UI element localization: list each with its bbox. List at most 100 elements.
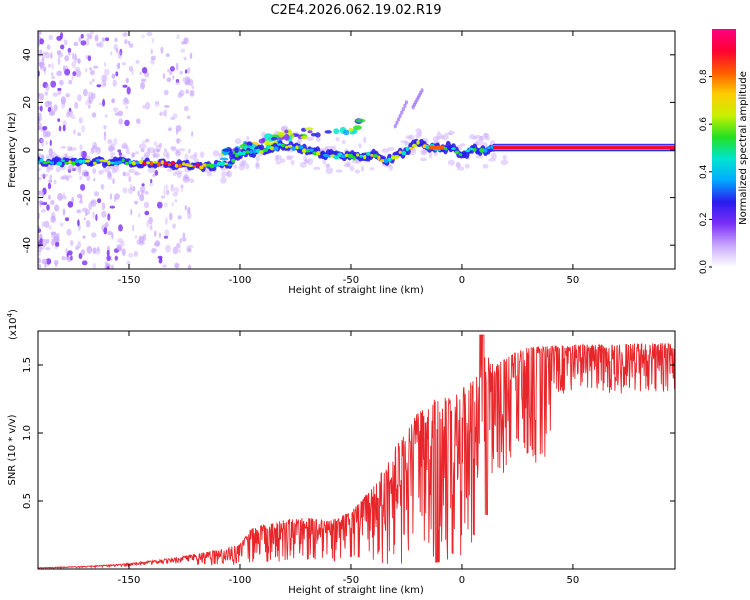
noise-blob xyxy=(112,178,115,185)
noise-blob xyxy=(38,93,45,101)
noise-blob xyxy=(171,202,174,207)
ridge-blob xyxy=(356,153,360,157)
ridge-blob xyxy=(68,160,72,164)
noise-blob xyxy=(187,206,191,214)
ridge-blob xyxy=(60,159,65,162)
haze-blob xyxy=(255,156,260,162)
haze-blob xyxy=(479,135,484,140)
noise-blob xyxy=(132,185,136,192)
ridge-blob xyxy=(370,154,374,157)
noise-blob xyxy=(174,199,178,203)
noise-blob xyxy=(143,201,150,209)
noise-blob xyxy=(87,104,91,109)
haze-blob xyxy=(221,171,227,178)
ridge-blob xyxy=(102,159,109,163)
ridge-blob xyxy=(352,156,356,161)
noise-blob xyxy=(48,194,51,200)
haze-blob xyxy=(255,162,260,170)
noise-blob xyxy=(59,222,64,227)
noise-blob xyxy=(51,212,56,220)
noise-blob xyxy=(150,222,153,229)
ridge-blob xyxy=(64,161,69,165)
noise-blob xyxy=(184,153,189,161)
noise-blob xyxy=(66,228,72,236)
noise-blob xyxy=(85,99,89,106)
haze-blob xyxy=(163,150,169,158)
noise-blob xyxy=(128,65,133,72)
ridge-blob xyxy=(146,161,151,165)
haze-blob xyxy=(178,148,186,152)
noise-blob xyxy=(39,49,43,56)
haze-blob xyxy=(290,159,295,166)
haze-blob xyxy=(143,152,151,157)
haze-blob xyxy=(502,154,507,161)
haze-blob xyxy=(138,143,147,150)
noise-blob xyxy=(160,46,164,54)
noise-blob xyxy=(124,39,128,45)
noise-blob xyxy=(149,182,154,187)
noise-blob xyxy=(116,63,121,69)
y-tick-label: 0.5 xyxy=(22,493,33,509)
noise-blob xyxy=(70,255,73,261)
haze-blob xyxy=(193,158,200,163)
noise-blob xyxy=(163,188,166,196)
ridge-blob xyxy=(71,161,76,166)
noise-blob xyxy=(87,91,94,100)
noise-blob xyxy=(97,198,102,204)
noise-blob xyxy=(172,75,175,80)
noise-blob xyxy=(101,202,106,211)
ridge-blob xyxy=(273,146,279,151)
haze-blob xyxy=(81,171,87,177)
noise-blob xyxy=(84,68,88,73)
spectrogram-x-ticks: -150 -100 -50 0 50 xyxy=(118,31,579,286)
noise-blob xyxy=(106,249,110,257)
noise-blob xyxy=(122,84,128,88)
noise-blob xyxy=(180,48,186,53)
noise-blob xyxy=(42,126,48,131)
haze-blob xyxy=(189,178,195,184)
haze-blob xyxy=(307,158,314,166)
noise-blob xyxy=(183,105,189,112)
noise-blob xyxy=(90,200,94,204)
haze-blob xyxy=(90,147,94,155)
noise-blob xyxy=(63,39,68,46)
haze-blob xyxy=(234,138,242,145)
haze-blob xyxy=(246,135,250,142)
streak-blob xyxy=(398,113,402,119)
haze-blob xyxy=(182,176,190,184)
noise-blob xyxy=(110,51,113,56)
noise-blob xyxy=(101,210,107,218)
noise-blob xyxy=(140,82,145,90)
haze-blob xyxy=(146,147,151,154)
noise-blob xyxy=(81,207,88,212)
noise-blob xyxy=(50,80,57,88)
haze-blob xyxy=(175,150,181,156)
noise-blob xyxy=(159,111,165,117)
x-tick-label: -100 xyxy=(229,575,252,586)
ridge-blob xyxy=(285,145,289,149)
noise-blob xyxy=(58,125,62,132)
noise-blob xyxy=(38,250,41,256)
noise-blob xyxy=(102,98,106,107)
haze-blob xyxy=(313,166,321,171)
ridge-blob xyxy=(320,151,324,156)
noise-blob xyxy=(45,247,51,251)
ridge-blob xyxy=(39,158,44,163)
noise-blob xyxy=(128,252,134,258)
snr-x-label: Height of straight line (km) xyxy=(288,585,424,596)
noise-blob xyxy=(64,68,71,76)
ridge-blob xyxy=(78,159,83,164)
ridge-blob xyxy=(142,161,147,165)
noise-blob xyxy=(131,69,134,76)
noise-blob xyxy=(142,104,147,109)
noise-blob xyxy=(108,144,114,153)
noise-blob xyxy=(85,220,91,228)
noise-blob xyxy=(49,174,53,180)
haze-blob xyxy=(174,170,183,175)
snr-y-ticks: 0.5 1.0 1.5 xyxy=(22,357,675,509)
haze-blob xyxy=(464,163,470,169)
haze-blob xyxy=(46,166,51,173)
noise-blob xyxy=(57,57,61,65)
branch-blob xyxy=(314,132,321,138)
noise-blob xyxy=(104,68,110,76)
